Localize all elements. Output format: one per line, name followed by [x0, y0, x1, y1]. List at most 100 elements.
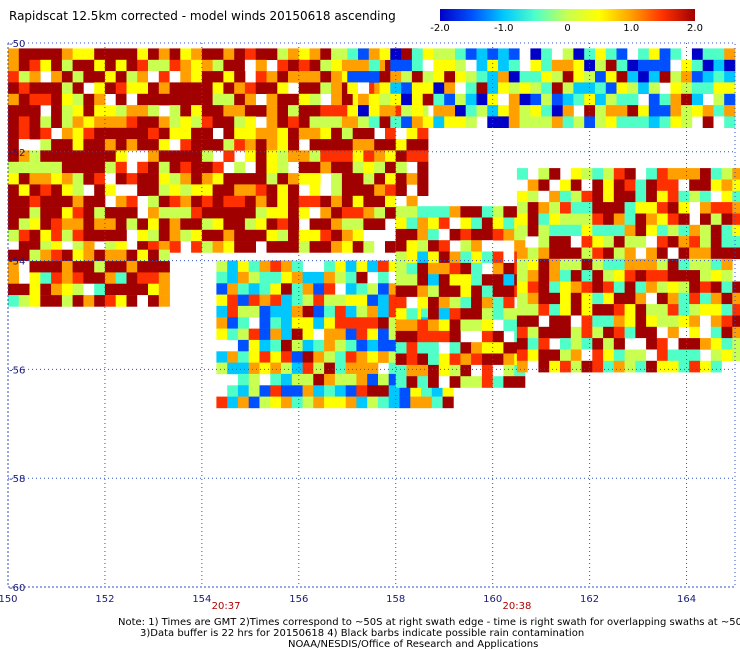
data-cell — [51, 249, 63, 262]
data-cell — [352, 195, 364, 208]
data-cell — [137, 249, 149, 262]
data-cell — [374, 173, 386, 185]
data-cell — [104, 261, 116, 273]
data-cell — [378, 317, 390, 329]
data-cell — [356, 351, 368, 363]
data-cell — [248, 305, 260, 318]
data-cell — [40, 161, 52, 174]
data-cell — [277, 59, 289, 72]
data-cell — [148, 283, 160, 296]
data-cell — [277, 82, 289, 94]
data-cell — [94, 105, 106, 117]
data-cell — [516, 190, 528, 203]
data-cell — [61, 127, 73, 140]
data-cell — [191, 93, 203, 106]
data-cell — [721, 202, 733, 214]
data-cell — [656, 281, 668, 294]
data-cell — [700, 224, 712, 237]
data-cell — [732, 349, 740, 362]
data-cells — [8, 48, 740, 409]
data-cell — [374, 150, 386, 162]
data-cell — [266, 161, 278, 174]
data-cell — [223, 48, 235, 60]
data-cell — [237, 305, 249, 318]
data-cell — [422, 116, 434, 128]
data-cell — [581, 224, 593, 237]
data-cell — [72, 295, 84, 307]
data-cell — [18, 161, 30, 174]
data-cell — [667, 304, 679, 316]
data-cell — [710, 304, 722, 316]
data-cell — [244, 139, 256, 151]
data-cell — [492, 330, 504, 343]
data-cell — [72, 229, 84, 242]
data-cell — [560, 349, 572, 362]
data-cell — [721, 349, 733, 362]
data-cell — [508, 48, 520, 60]
data-cell — [455, 71, 467, 83]
data-cell — [516, 270, 528, 282]
data-cell — [104, 105, 116, 117]
data-cell — [476, 48, 488, 60]
data-cell — [148, 218, 160, 230]
data-cell — [281, 271, 293, 284]
data-cell — [689, 304, 701, 316]
data-cell — [363, 218, 375, 230]
data-cell — [656, 236, 668, 248]
data-cell — [158, 161, 170, 174]
data-cell — [710, 179, 722, 192]
data-cell — [234, 229, 246, 242]
data-cell — [227, 362, 239, 375]
data-cell — [259, 283, 271, 295]
data-cell — [8, 272, 20, 284]
data-cell — [137, 48, 149, 60]
data-cell — [298, 82, 310, 94]
data-cell — [223, 207, 235, 219]
data-cell — [72, 82, 84, 94]
data-cell — [191, 173, 203, 185]
data-cell — [573, 71, 585, 83]
data-cell — [83, 249, 95, 262]
data-cell — [331, 105, 343, 117]
data-cell — [18, 229, 30, 242]
data-cell — [503, 364, 515, 377]
data-cell — [8, 261, 20, 273]
data-cell — [433, 71, 445, 83]
data-cell — [433, 116, 445, 128]
data-cell — [638, 105, 650, 117]
data-cell — [492, 285, 504, 298]
data-cell — [341, 161, 353, 174]
data-cell — [549, 236, 561, 248]
data-cell — [288, 218, 300, 230]
data-cell — [710, 338, 722, 350]
data-cell — [83, 161, 95, 174]
data-cell — [29, 105, 41, 117]
data-cell — [417, 353, 429, 366]
data-cell — [570, 304, 582, 316]
data-cell — [223, 150, 235, 162]
data-cell — [646, 168, 658, 180]
data-cell — [541, 82, 553, 94]
data-cell — [624, 213, 636, 226]
data-cell — [560, 179, 572, 192]
data-cell — [689, 202, 701, 214]
data-cell — [710, 213, 722, 226]
data-cell — [395, 173, 407, 185]
data-cell — [368, 59, 380, 72]
data-cell — [201, 161, 213, 174]
data-cell — [721, 190, 733, 203]
data-cell — [438, 285, 450, 298]
data-cell — [363, 161, 375, 174]
data-cell — [417, 127, 429, 140]
colorbar-gradient — [440, 9, 695, 21]
data-cell — [18, 249, 30, 262]
data-cell — [158, 59, 170, 72]
data-cell — [732, 304, 740, 316]
data-cell — [388, 373, 400, 386]
data-cell — [334, 328, 346, 341]
data-cell — [460, 285, 472, 298]
data-cell — [592, 270, 604, 282]
data-cell — [277, 71, 289, 83]
data-cell — [137, 173, 149, 185]
data-cell — [94, 127, 106, 140]
